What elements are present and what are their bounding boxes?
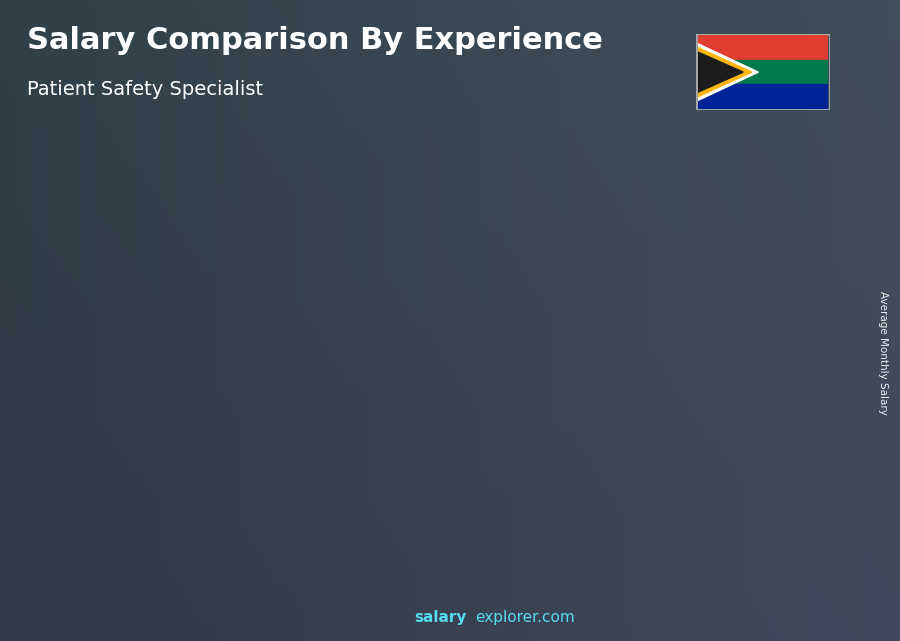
- Bar: [783, 282, 789, 577]
- Bar: [657, 304, 664, 577]
- Bar: [710, 276, 789, 282]
- Bar: [710, 282, 723, 577]
- Text: salary: salary: [414, 610, 466, 625]
- Text: 44,000 ZAR: 44,000 ZAR: [580, 329, 656, 342]
- Text: explorer.com: explorer.com: [475, 610, 575, 625]
- Text: Average Monthly Salary: Average Monthly Salary: [878, 290, 887, 415]
- Text: 40,300 ZAR: 40,300 ZAR: [454, 349, 530, 363]
- Polygon shape: [698, 47, 752, 97]
- Bar: [81, 473, 154, 577]
- Bar: [280, 438, 287, 577]
- Bar: [698, 35, 828, 60]
- Text: 33,100 ZAR: 33,100 ZAR: [328, 390, 405, 403]
- Bar: [698, 85, 828, 109]
- Text: +34%: +34%: [154, 367, 207, 385]
- Bar: [406, 372, 412, 577]
- Text: 22,400 ZAR: 22,400 ZAR: [202, 451, 279, 463]
- Bar: [710, 282, 783, 577]
- Polygon shape: [698, 52, 743, 92]
- Bar: [207, 435, 287, 438]
- Bar: [207, 438, 220, 577]
- Text: +48%: +48%: [280, 288, 333, 307]
- Bar: [154, 473, 161, 577]
- Text: +8%: +8%: [662, 212, 705, 229]
- Bar: [333, 372, 346, 577]
- Text: 47,600 ZAR: 47,600 ZAR: [706, 308, 782, 322]
- Bar: [207, 438, 280, 577]
- Text: Patient Safety Specialist: Patient Safety Specialist: [27, 80, 263, 99]
- Bar: [458, 327, 531, 577]
- Bar: [584, 304, 598, 577]
- Bar: [458, 322, 538, 327]
- Bar: [81, 470, 161, 473]
- Bar: [531, 327, 538, 577]
- Polygon shape: [698, 44, 759, 101]
- Text: +22%: +22%: [405, 232, 459, 250]
- Bar: [698, 60, 828, 85]
- Bar: [584, 298, 664, 304]
- Bar: [333, 372, 406, 577]
- Bar: [81, 473, 94, 577]
- Text: Salary Comparison By Experience: Salary Comparison By Experience: [27, 26, 603, 54]
- Bar: [333, 367, 412, 372]
- Bar: [458, 327, 472, 577]
- Text: +9%: +9%: [536, 221, 579, 239]
- Text: 16,800 ZAR: 16,800 ZAR: [77, 482, 153, 495]
- Bar: [584, 304, 657, 577]
